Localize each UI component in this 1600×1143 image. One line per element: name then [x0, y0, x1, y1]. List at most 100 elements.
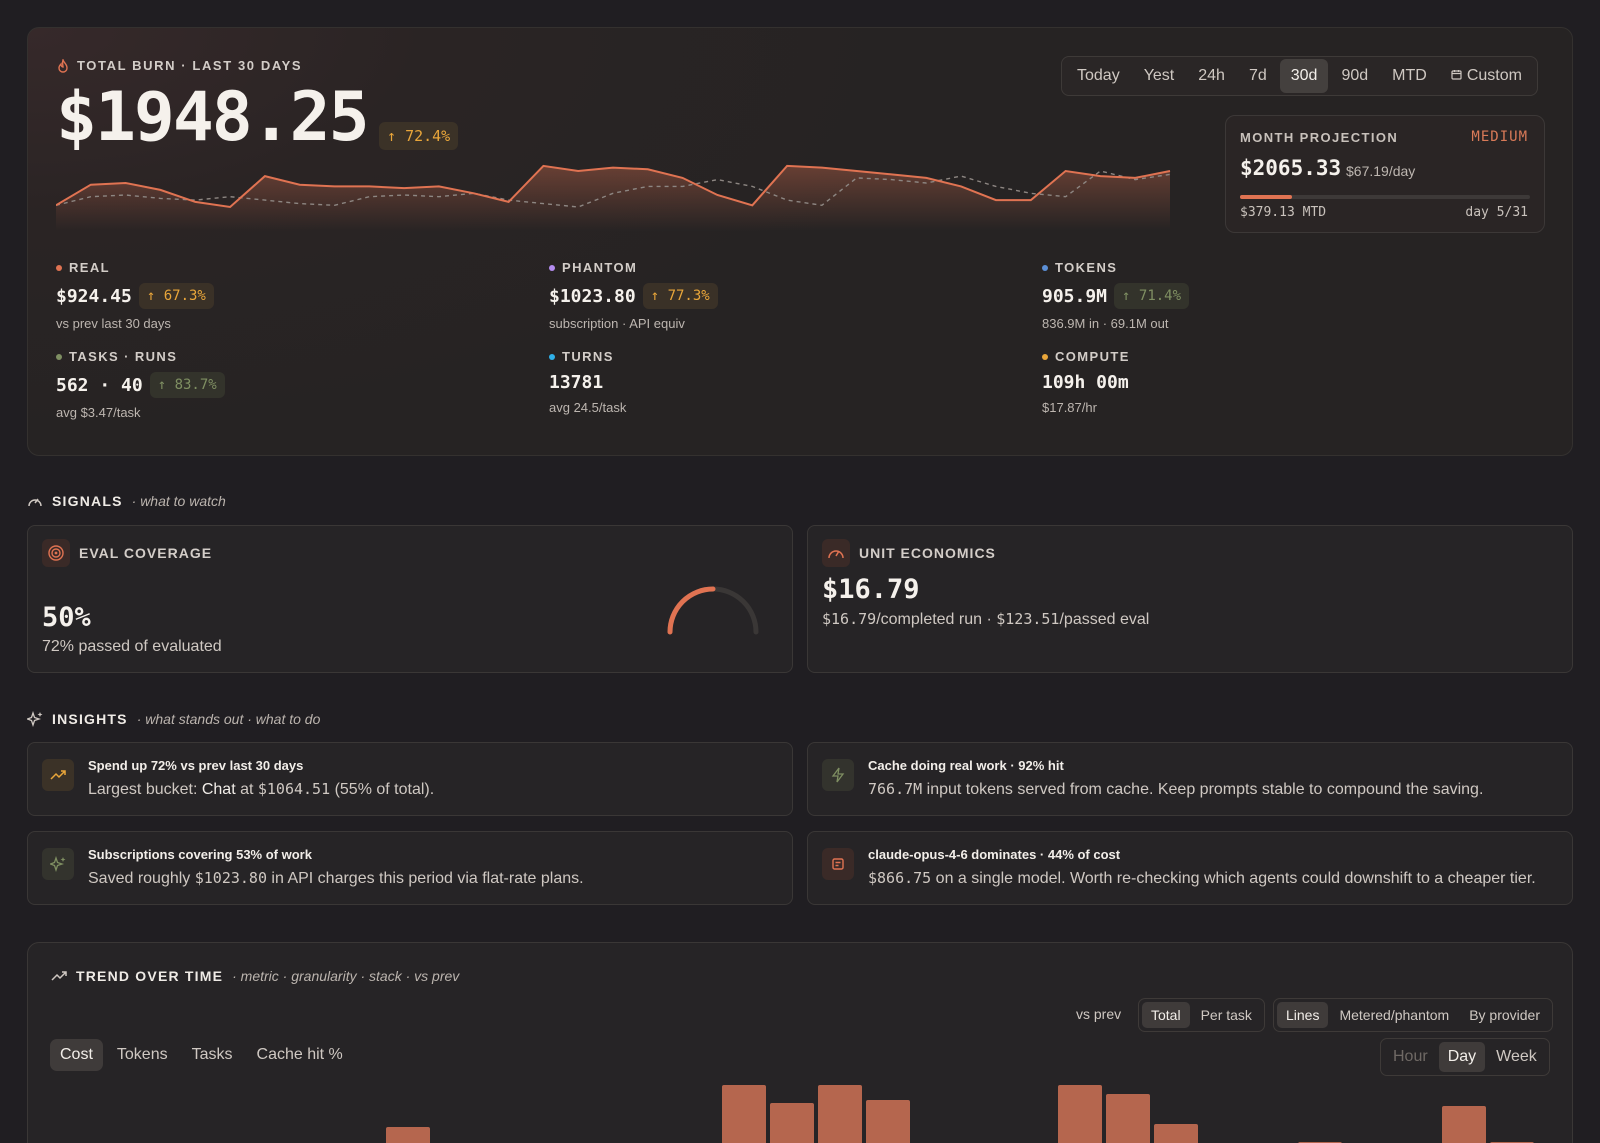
insights-note: · what stands out · what to do [136, 711, 321, 727]
bolt-icon [822, 759, 854, 791]
legend-dot [549, 353, 555, 360]
unit-economics-title: UNIT ECONOMICS [859, 545, 996, 561]
trend-note: · metric · granularity · stack · vs prev [232, 968, 460, 984]
stack-option-lines[interactable]: Lines [1277, 1002, 1329, 1028]
trend-bar [818, 1085, 862, 1143]
stat-value: 109h 00m [1042, 372, 1129, 393]
unit-economics-sub: $16.79/completed run · $123.51/passed ev… [822, 610, 1150, 628]
range-7d[interactable]: 7d [1248, 67, 1267, 84]
sparkle-icon [42, 848, 74, 880]
gran-option-day[interactable]: Day [1438, 1042, 1486, 1072]
stack-selector: Lines Metered/phantom By provider [1273, 998, 1554, 1032]
metric-tab-tokens[interactable]: Tokens [116, 1046, 168, 1063]
month-projection-card: MONTH PROJECTION MEDIUM $2065.33 $67.19/… [1225, 115, 1545, 233]
range-90d[interactable]: 90d [1341, 67, 1369, 84]
insight-body: Largest bucket: Chat at $1064.51 (55% of… [88, 780, 435, 798]
stat-value: 13781 [549, 372, 604, 393]
gauge-fill [667, 586, 716, 635]
signals-header: SIGNALS · what to watch [27, 493, 226, 509]
insight-heading: Subscriptions covering 53% of work [88, 847, 312, 862]
total-burn-delta: ↑ 72.4% [379, 122, 459, 150]
stat-value: $1023.80 [549, 285, 636, 307]
flame-icon [58, 58, 68, 73]
trend-bar [1154, 1124, 1198, 1143]
range-yest[interactable]: Yest [1143, 67, 1175, 84]
insight-card[interactable]: Subscriptions covering 53% of work Saved … [27, 831, 793, 905]
stat-delta: ↑ 67.3% [138, 283, 214, 309]
stat-value: 905.9M [1042, 285, 1108, 307]
stat-sub: 836.9M in · 69.1M out [1042, 316, 1169, 331]
stat-tasks-runs: TASKS · RUNS 562 · 40 ↑ 83.7% avg $3.47/tas… [56, 349, 456, 420]
stat-sub: subscription · API equiv [549, 316, 685, 331]
stat-value: 562 · 40 [56, 374, 143, 396]
eval-coverage-value: 50% [42, 602, 91, 633]
range-24h[interactable]: 24h [1198, 67, 1225, 84]
insight-card[interactable]: Spend up 72% vs prev last 30 days Largest… [27, 742, 793, 816]
unit-economics-card[interactable]: UNIT ECONOMICS $16.79 $16.79/completed r… [807, 525, 1573, 673]
total-burn-amount: $1948.25 [56, 78, 370, 157]
range-mtd[interactable]: MTD [1392, 67, 1427, 84]
eval-coverage-gauge [667, 586, 759, 635]
stat-tokens: TOKENS 905.9M ↑ 71.4% 836.9M in · 69.1M out [1042, 260, 1442, 331]
trend-panel: TREND OVER TIME · metric · granularity ·… [27, 942, 1573, 1143]
stat-sub: avg 24.5/task [549, 400, 627, 415]
legend-dot [1042, 353, 1048, 360]
gauge-icon [28, 498, 42, 507]
range-today[interactable]: Today [1077, 67, 1120, 84]
metric-tab-cache-hit-[interactable]: Cache hit % [256, 1046, 343, 1063]
stat-label: TASKS · RUNS [69, 349, 178, 364]
stat-sub: vs prev last 30 days [56, 316, 171, 331]
insight-card[interactable]: claude-opus-4-6 dominates · 44% of cost $… [807, 831, 1573, 905]
signals-note: · what to watch [131, 493, 226, 509]
stat-value: $924.45 [56, 285, 132, 307]
vs-prev-toggle[interactable]: vs prev [1076, 1006, 1122, 1022]
trend-header: TREND OVER TIME · metric · granularity ·… [51, 968, 459, 984]
legend-dot [549, 264, 555, 271]
unit-economics-value: $16.79 [822, 574, 920, 605]
granularity-selector: Hour Day Week [1380, 1038, 1550, 1076]
gran-option-week[interactable]: Week [1496, 1048, 1537, 1065]
trend-up-icon [51, 971, 67, 981]
burn-sparkline [56, 164, 1171, 231]
chip-icon [822, 848, 854, 880]
mode-option-per-task[interactable]: Per task [1200, 1007, 1252, 1023]
insight-body: Saved roughly $1023.80 in API charges th… [88, 869, 584, 887]
legend-dot [56, 264, 62, 271]
metric-tab-tasks[interactable]: Tasks [191, 1046, 233, 1063]
eval-coverage-card[interactable]: EVAL COVERAGE 50% 72% passed of evaluate… [27, 525, 793, 673]
mode-option-total[interactable]: Total [1142, 1002, 1190, 1028]
trend-bar [770, 1103, 814, 1143]
sparkline-area [56, 165, 1170, 231]
projection-mtd: $379.13 MTD [1240, 205, 1327, 220]
stack-option-metered-phantom[interactable]: Metered/phantom [1339, 1007, 1450, 1023]
stat-sub: $17.87/hr [1042, 400, 1097, 415]
trend-bar [722, 1085, 766, 1143]
stat-label: COMPUTE [1055, 349, 1130, 364]
stat-compute: COMPUTE 109h 00m $17.87/hr [1042, 349, 1442, 415]
insight-card[interactable]: Cache doing real work · 92% hit 766.7M in… [807, 742, 1573, 816]
projection-progress-fill [1240, 195, 1293, 199]
projection-level: MEDIUM [1471, 129, 1528, 145]
metric-tab-cost[interactable]: Cost [50, 1039, 103, 1071]
stat-delta: ↑ 71.4% [1114, 283, 1190, 309]
stat-turns: TURNS 13781 avg 24.5/task [549, 349, 949, 415]
stat-real: REAL $924.45 ↑ 67.3% vs prev last 30 days [56, 260, 456, 331]
insight-heading: Spend up 72% vs prev last 30 days [88, 758, 304, 773]
insight-heading: claude-opus-4-6 dominates · 44% of cost [868, 847, 1121, 862]
stack-option-by-provider[interactable]: By provider [1469, 1007, 1541, 1023]
sparkline-current [56, 164, 1171, 209]
range-custom[interactable]: Custom [1440, 59, 1533, 93]
projection-per-day: $67.19/day [1346, 163, 1416, 179]
gran-option-hour[interactable]: Hour [1393, 1048, 1428, 1065]
trend-bar [386, 1127, 430, 1143]
projection-amount: $2065.33 [1240, 156, 1342, 180]
mode-selector: Total Per task [1138, 998, 1265, 1032]
stat-phantom: PHANTOM $1023.80 ↑ 77.3% subscription · API… [549, 260, 949, 331]
stat-label: REAL [69, 260, 110, 275]
stat-delta: ↑ 83.7% [149, 372, 225, 398]
stat-delta: ↑ 77.3% [642, 283, 718, 309]
signals-title: SIGNALS [52, 493, 123, 509]
total-burn-label: TOTAL BURN · LAST 30 DAYS [57, 58, 302, 73]
trend-bar [1058, 1085, 1102, 1143]
range-30d[interactable]: 30d [1279, 59, 1329, 93]
